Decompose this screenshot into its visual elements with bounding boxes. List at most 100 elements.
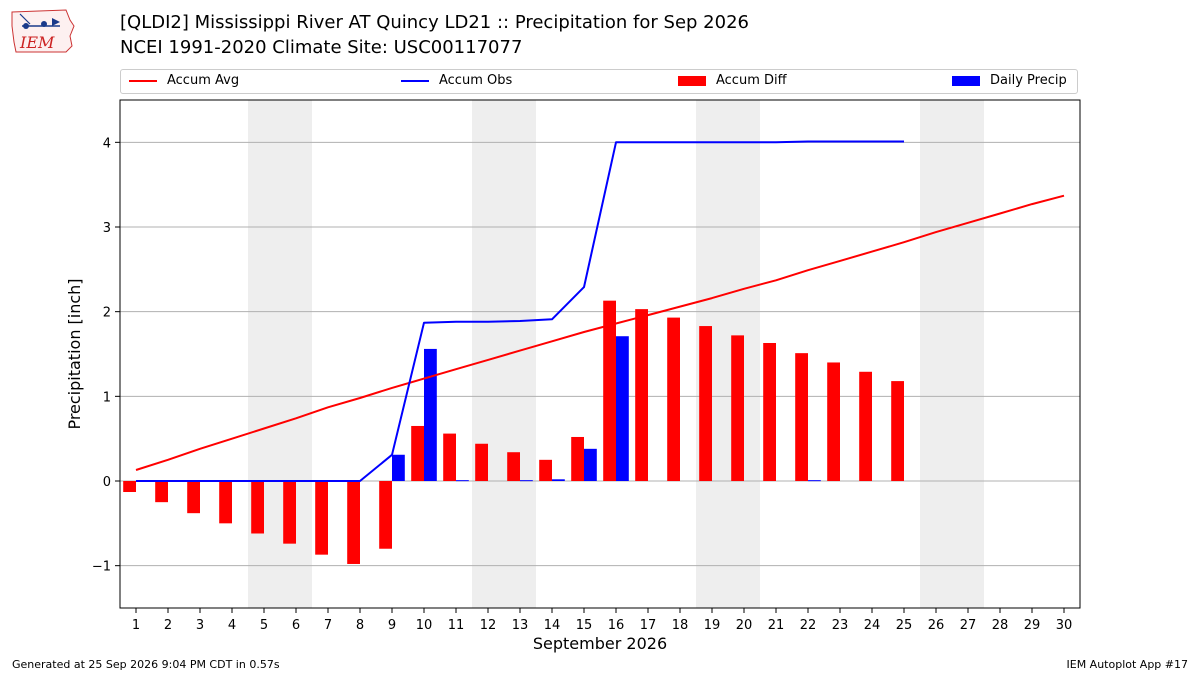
x-tick-label: 30 (1056, 618, 1073, 633)
accum-diff-bar (731, 335, 744, 481)
legend-item-accum-avg: Accum Avg (129, 73, 239, 91)
accum-diff-bar (379, 481, 392, 549)
x-tick-label: 26 (928, 618, 945, 633)
accum-diff-bar (795, 353, 808, 481)
x-tick-label: 24 (864, 618, 881, 633)
x-tick-label: 5 (260, 618, 268, 633)
x-tick-label: 16 (608, 618, 625, 633)
x-tick-label: 1 (132, 618, 140, 633)
x-tick-label: 21 (768, 618, 785, 633)
daily-precip-bars (392, 336, 821, 482)
accum-diff-bar (603, 300, 616, 481)
x-tick-label: 23 (832, 618, 849, 633)
legend-swatch-accum-diff (678, 75, 706, 86)
y-tick-label: 4 (103, 136, 111, 151)
accum-diff-bar (539, 459, 552, 481)
accum-diff-bar (315, 481, 328, 555)
x-tick-label: 20 (736, 618, 753, 633)
daily-precip-bar (424, 348, 437, 481)
accum-diff-bar (667, 317, 680, 481)
legend-label-accum-diff: Accum Diff (716, 73, 787, 88)
accum-lines (135, 140, 1065, 482)
y-tick-label: 3 (103, 221, 111, 236)
x-tick-label: 12 (480, 618, 497, 633)
daily-precip-bar (456, 480, 469, 482)
legend-item-accum-obs: Accum Obs (401, 73, 512, 91)
footer-app: IEM Autoplot App #17 (1066, 658, 1189, 671)
daily-precip-bar (808, 480, 821, 482)
accum-diff-bar (283, 481, 296, 544)
accum-diff-bar (123, 481, 136, 493)
accum-diff-bar (443, 433, 456, 481)
x-tick-label: 18 (672, 618, 689, 633)
y-tick-label: 2 (103, 306, 111, 321)
legend-swatch-accum-obs (401, 79, 429, 82)
x-tick-label: 8 (356, 618, 364, 633)
weekend-shading (248, 100, 984, 608)
x-tick-label: 7 (324, 618, 332, 633)
plot-frame (119, 99, 1081, 609)
x-tick-label: 13 (512, 618, 529, 633)
accum-obs-line (136, 140, 904, 482)
accum-diff-bar (635, 309, 648, 481)
accum-diff-bar (859, 371, 872, 481)
daily-precip-bar (616, 336, 629, 481)
accum-diff-bar (251, 481, 264, 534)
logo-text: IEM (19, 33, 55, 52)
legend: Accum Avg Accum Obs Accum Diff Daily Pre… (120, 69, 1078, 94)
accum-diff-bar (219, 481, 232, 524)
daily-precip-bar (520, 480, 533, 482)
legend-item-daily-precip: Daily Precip (952, 73, 1067, 91)
x-tick-label: 28 (992, 618, 1009, 633)
iowa-outline-icon (11, 9, 75, 53)
x-tick-label: 9 (388, 618, 396, 633)
legend-item-accum-diff: Accum Diff (678, 73, 787, 91)
accum-diff-bar (475, 443, 488, 481)
x-tick-label: 2 (164, 618, 172, 633)
weekend-shade-1 (472, 100, 536, 608)
x-tick-label: 25 (896, 618, 913, 633)
footer-generated: Generated at 25 Sep 2026 9:04 PM CDT in … (12, 658, 280, 671)
x-axis-label: September 2026 (533, 634, 667, 653)
y-tick-label: 0 (103, 475, 111, 490)
accum-diff-bar (891, 381, 904, 481)
x-tick-label: 19 (704, 618, 721, 633)
accum-diff-bar (699, 326, 712, 481)
accum-diff-bars (123, 300, 904, 564)
accum-diff-bar (763, 342, 776, 481)
daily-precip-bar (552, 479, 565, 481)
x-tick-label: 11 (448, 618, 465, 633)
iem-logo: IEM (8, 6, 80, 58)
accum-diff-bar (571, 436, 584, 481)
x-tick-label: 10 (416, 618, 433, 633)
accum-diff-bar (155, 481, 168, 503)
x-tick-label: 4 (228, 618, 236, 633)
y-axis-ticks: −1 0 1 2 3 4 (92, 136, 120, 575)
daily-precip-bar (392, 454, 405, 481)
legend-swatch-daily-precip (952, 75, 980, 86)
x-tick-label: 29 (1024, 618, 1041, 633)
daily-precip-bar (584, 448, 597, 481)
x-tick-label: 6 (292, 618, 300, 633)
x-tick-label: 27 (960, 618, 977, 633)
x-tick-label: 17 (640, 618, 657, 633)
y-axis-label: Precipitation [inch] (65, 278, 84, 429)
weekend-shade-3 (920, 100, 984, 608)
accum-diff-bar (507, 452, 520, 481)
legend-label-accum-avg: Accum Avg (167, 73, 240, 88)
chart-title: [QLDI2] Mississippi River AT Quincy LD21… (120, 12, 749, 33)
legend-swatch-accum-avg (129, 79, 157, 82)
y-tick-label: 1 (103, 390, 111, 405)
x-tick-label: 22 (800, 618, 817, 633)
accum-diff-bar (347, 481, 360, 564)
x-tick-label: 3 (196, 618, 204, 633)
legend-label-daily-precip: Daily Precip (990, 73, 1067, 88)
accum-diff-bar (827, 362, 840, 481)
y-tick-label: −1 (92, 560, 111, 575)
chart-subtitle: NCEI 1991-2020 Climate Site: USC00117077 (120, 37, 523, 58)
accum-diff-bar (187, 481, 200, 514)
x-tick-label: 15 (576, 618, 593, 633)
accum-avg-line (135, 194, 1065, 471)
x-tick-label: 14 (544, 618, 561, 633)
